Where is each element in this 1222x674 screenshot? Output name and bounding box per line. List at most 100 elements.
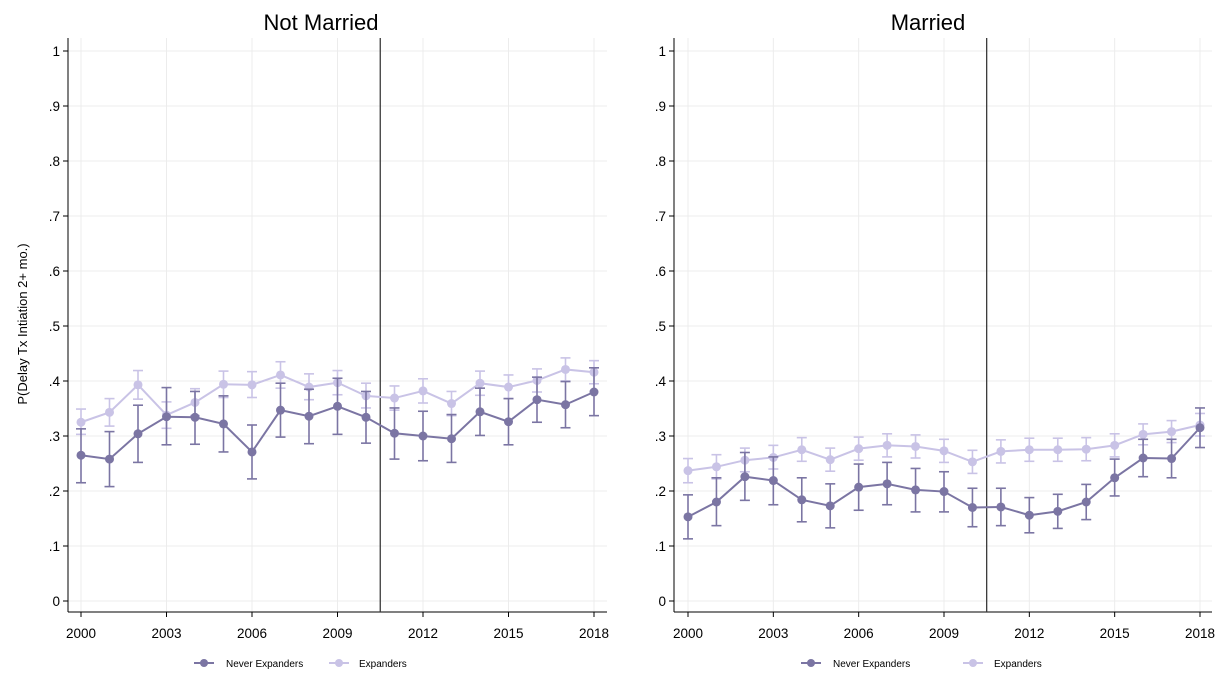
y-tick-label: .1 <box>655 539 666 554</box>
x-tick-label: 2006 <box>237 626 267 641</box>
y-tick-label: .5 <box>49 319 60 334</box>
data-point <box>105 407 114 417</box>
data-point <box>711 497 721 507</box>
y-tick-label: .9 <box>655 99 666 114</box>
data-point <box>276 405 285 415</box>
legend: Never Expanders Expanders <box>801 659 1042 670</box>
data-point <box>219 419 228 429</box>
x-tick-label: 2015 <box>493 626 523 641</box>
y-tick-label: 1 <box>52 44 60 59</box>
data-point <box>447 434 456 444</box>
y-tick-label: .9 <box>49 99 60 114</box>
y-tick-label: 0 <box>52 594 60 609</box>
data-point <box>390 393 399 403</box>
x-tick-label: 2003 <box>758 626 788 641</box>
y-tick-label: .7 <box>49 209 60 224</box>
data-point <box>247 447 257 457</box>
panel-not-married: Not Married 0 .1 .2 .3 .4 .5 .6 .7 .8 .9 1 2000 2003 2… <box>49 10 609 670</box>
data-point <box>447 399 456 409</box>
data-point <box>1138 429 1148 439</box>
x-tick-label: 2012 <box>1014 626 1044 641</box>
series-never-expanders <box>76 366 599 488</box>
y-tick-label: .1 <box>49 539 60 554</box>
data-point <box>939 446 949 456</box>
legend-label: Never Expanders <box>833 659 910 670</box>
data-point <box>1053 445 1063 455</box>
data-point <box>418 431 428 441</box>
data-point <box>133 429 143 439</box>
data-point <box>683 512 693 522</box>
data-point <box>105 454 114 464</box>
y-tick-label: .6 <box>49 264 60 279</box>
panel-title: Married <box>891 10 966 35</box>
x-tick-label: 2012 <box>408 626 438 641</box>
data-point <box>589 387 599 397</box>
data-point <box>532 395 542 405</box>
data-point <box>1110 440 1120 450</box>
data-point <box>740 472 750 482</box>
data-point <box>797 495 807 505</box>
x-tick-label: 2015 <box>1100 626 1130 641</box>
data-point <box>276 370 285 380</box>
data-point <box>76 450 86 460</box>
legend-label: Expanders <box>994 659 1042 670</box>
data-point <box>390 428 399 438</box>
data-point <box>1195 423 1205 433</box>
legend-marker <box>335 659 343 667</box>
y-tick-label: .3 <box>49 429 60 444</box>
legend-label: Never Expanders <box>226 659 303 670</box>
data-point <box>882 440 892 450</box>
data-point <box>939 487 949 497</box>
y-tick-label: .8 <box>655 154 666 169</box>
y-tick-label: .5 <box>655 319 666 334</box>
data-point <box>797 445 807 455</box>
data-point <box>825 455 835 465</box>
legend-marker <box>807 659 815 667</box>
series-never-expanders <box>683 407 1205 540</box>
data-point <box>475 378 485 388</box>
data-point <box>711 462 721 472</box>
x-tick-label: 2000 <box>66 626 96 641</box>
x-tick-label: 2009 <box>322 626 352 641</box>
x-tick-label: 2006 <box>844 626 874 641</box>
data-point <box>1167 427 1177 437</box>
data-point <box>911 485 921 495</box>
legend-expanders: Expanders <box>963 659 1042 670</box>
y-tick-label: 1 <box>658 44 666 59</box>
data-point <box>911 441 921 451</box>
y-tick-label: .4 <box>655 374 667 389</box>
panel-title: Not Married <box>264 10 379 35</box>
data-point <box>418 386 428 396</box>
y-tick-label: .6 <box>655 264 666 279</box>
x-tick-label: 2018 <box>579 626 609 641</box>
data-point <box>1024 445 1034 455</box>
data-point <box>825 501 835 511</box>
legend-marker <box>200 659 208 667</box>
y-tick-label: .3 <box>655 429 666 444</box>
y-tick-label: .7 <box>655 209 666 224</box>
y-axis-title: P(Delay Tx Intiation 2+ mo.) <box>15 243 30 404</box>
data-point <box>304 411 314 421</box>
data-point <box>1081 497 1091 507</box>
data-point <box>854 444 864 454</box>
data-point <box>561 400 570 410</box>
data-point <box>1110 473 1120 483</box>
data-point <box>361 412 371 422</box>
legend-never-expanders: Never Expanders <box>801 659 910 670</box>
data-point <box>504 417 513 427</box>
x-tick-label: 2018 <box>1185 626 1215 641</box>
series-expanders <box>683 412 1205 484</box>
data-point <box>1167 454 1177 464</box>
x-tick-label: 2000 <box>673 626 703 641</box>
panel-married: Married 0 .1 .2 .3 .4 .5 .6 .7 .8 .9 1 2000 2003 2006 2… <box>655 10 1215 670</box>
y-tick-label: .8 <box>49 154 60 169</box>
x-tick-label: 2009 <box>929 626 959 641</box>
data-point <box>247 380 257 390</box>
data-point <box>219 379 228 389</box>
data-point <box>133 380 143 390</box>
data-point <box>967 457 977 467</box>
data-point <box>162 412 171 422</box>
legend-label: Expanders <box>359 659 407 670</box>
data-point <box>76 417 86 427</box>
